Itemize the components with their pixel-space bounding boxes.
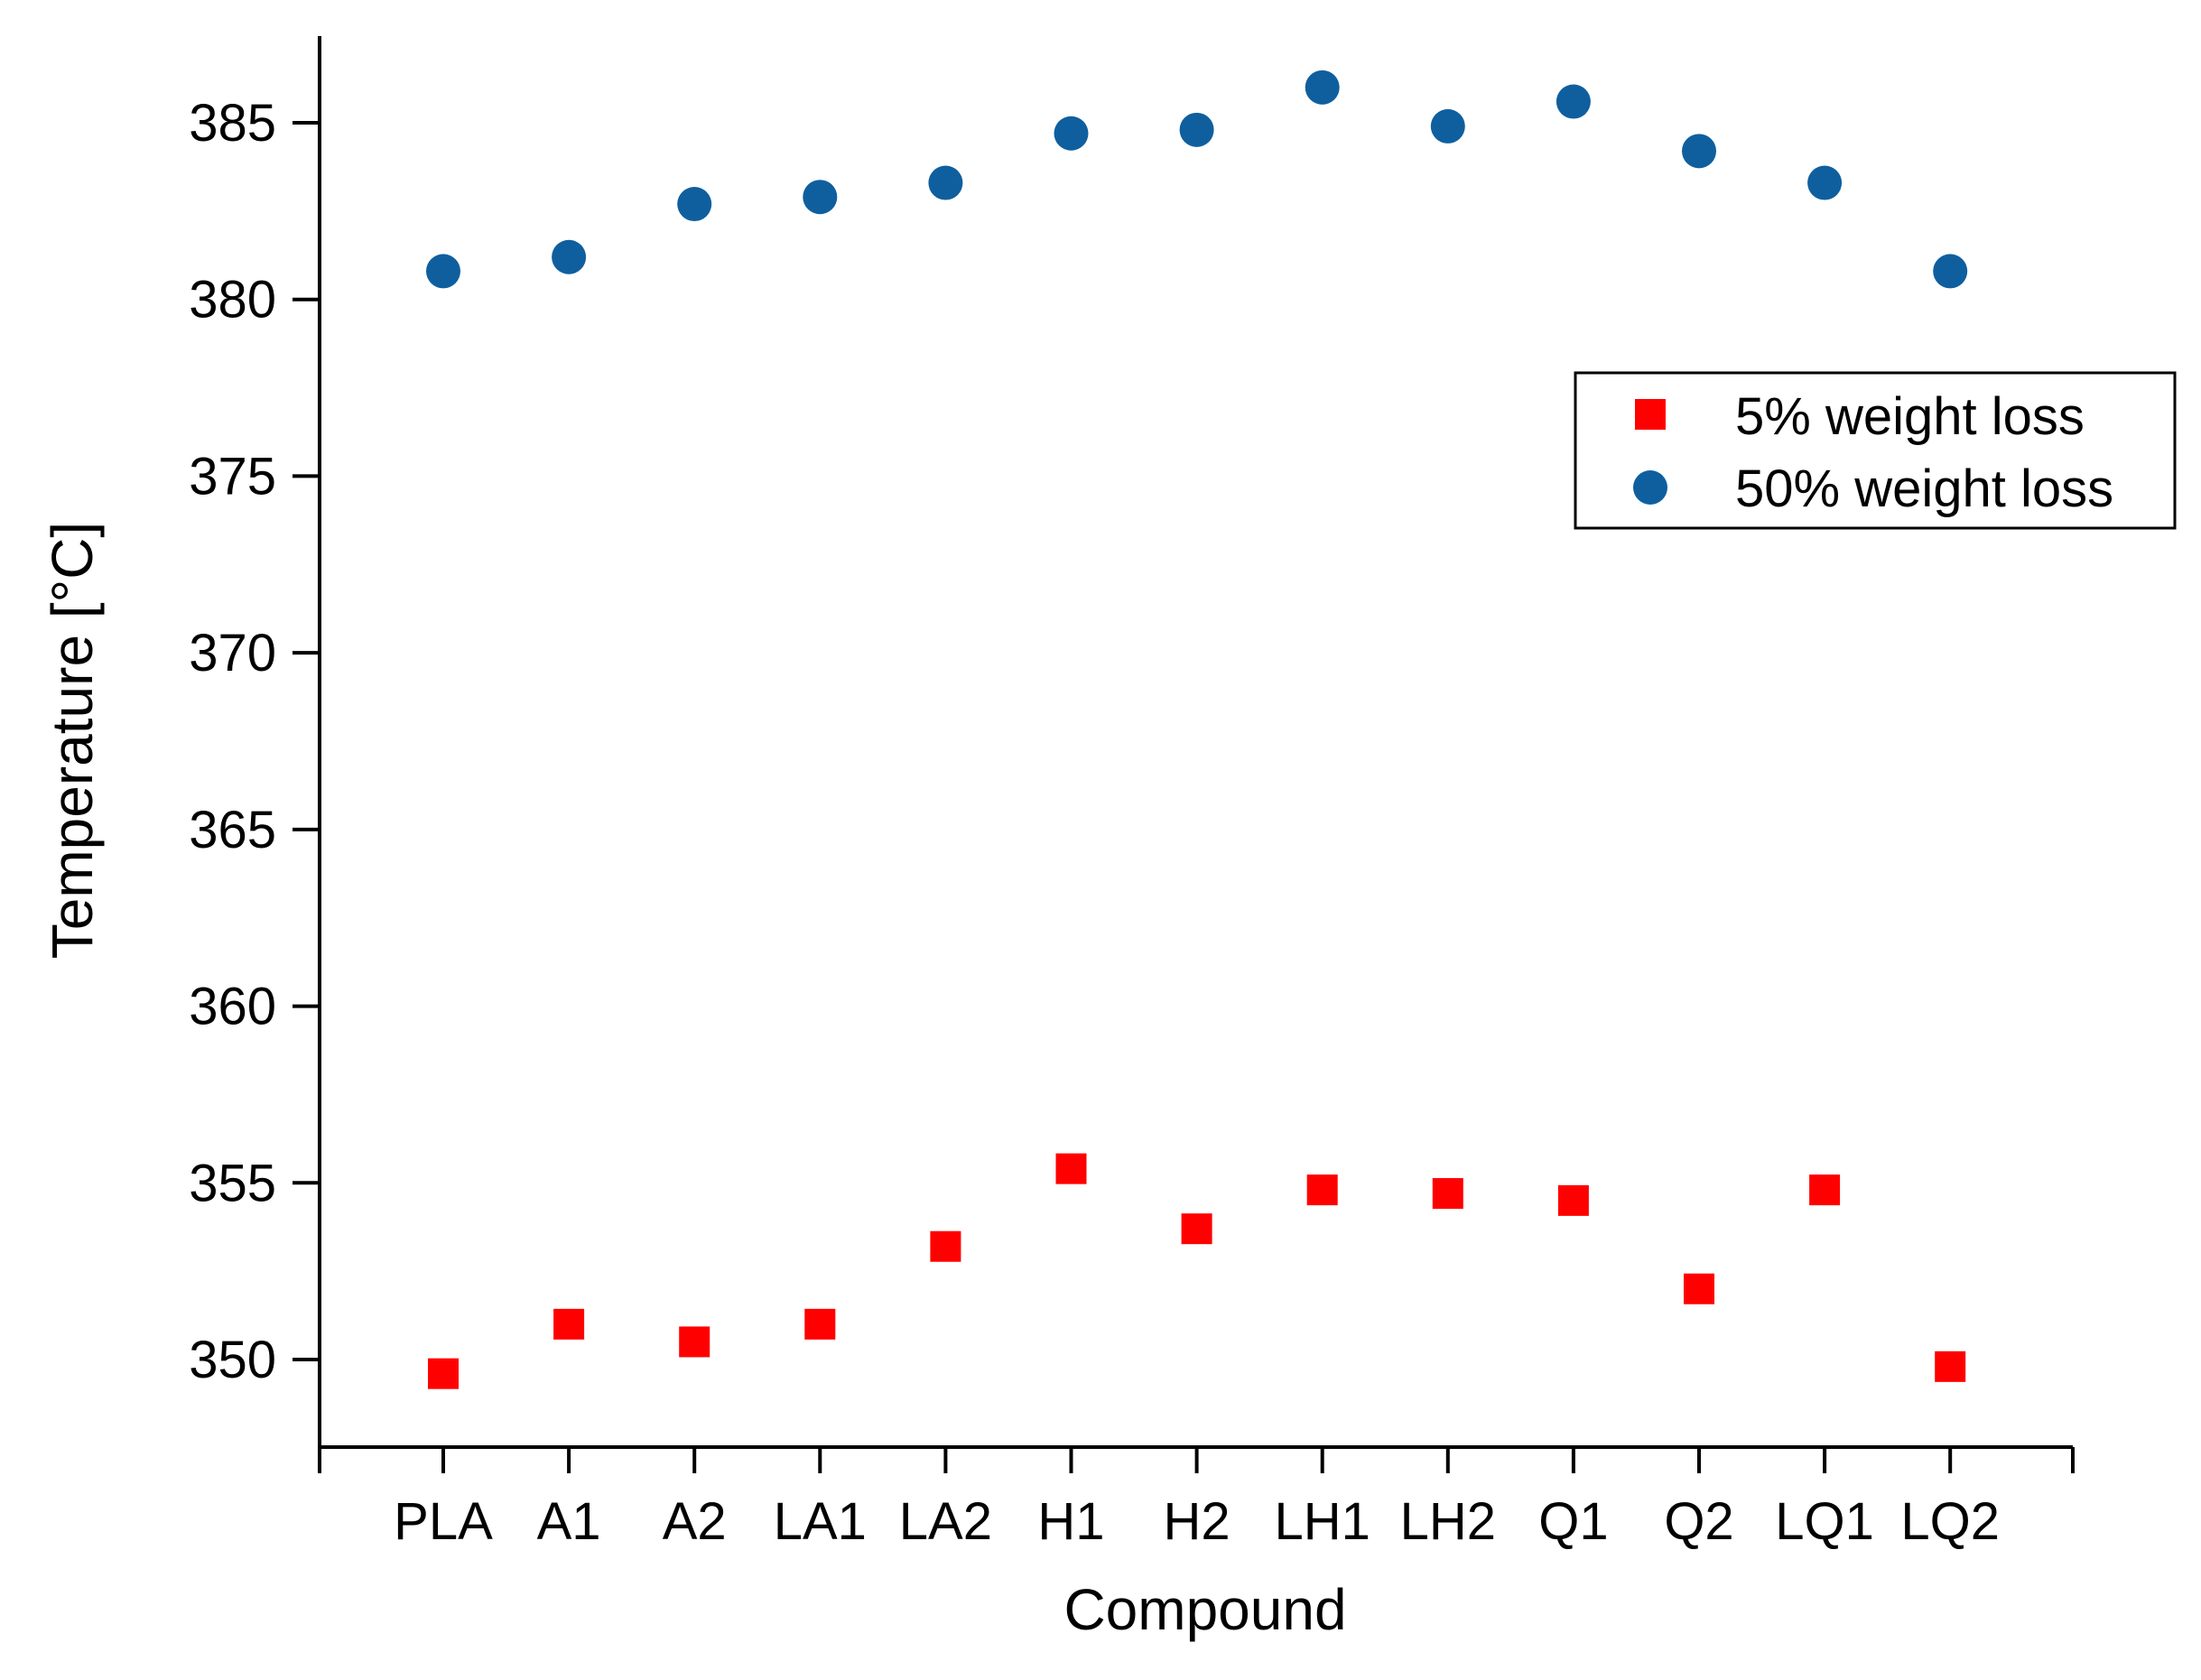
data-point-5pct bbox=[553, 1308, 585, 1340]
legend-label-50pct: 50% weight loss bbox=[1735, 459, 2113, 518]
x-tick-label: H1 bbox=[1037, 1492, 1104, 1551]
legend-marker-square bbox=[1635, 399, 1666, 430]
x-tick-label: LA2 bbox=[899, 1492, 992, 1551]
x-ticks: PLA A1 A2 LA1 LA2 H1 H2 LH1 LH2 Q1 Q2 LQ1 LQ2 bbox=[394, 1447, 2000, 1551]
x-tick-label: A1 bbox=[537, 1492, 601, 1551]
y-tick-label: 355 bbox=[189, 1154, 276, 1212]
x-axis-title: Compound bbox=[1063, 1577, 1346, 1642]
x-tick-label: LQ1 bbox=[1775, 1492, 1874, 1551]
data-point-50pct bbox=[928, 165, 963, 200]
data-point-50pct bbox=[803, 180, 838, 215]
data-point-50pct bbox=[1179, 112, 1214, 147]
x-tick-label: LA1 bbox=[774, 1492, 867, 1551]
data-point-5pct bbox=[1181, 1213, 1212, 1245]
data-point-50pct bbox=[1682, 134, 1716, 169]
data-point-50pct bbox=[552, 239, 587, 274]
y-tick-label: 370 bbox=[189, 624, 276, 682]
x-tick-label: LH2 bbox=[1400, 1492, 1496, 1551]
legend-marker-circle bbox=[1633, 470, 1667, 505]
x-tick-label: A2 bbox=[663, 1492, 727, 1551]
x-tick-label: Q1 bbox=[1538, 1492, 1608, 1551]
data-point-50pct bbox=[1305, 70, 1340, 105]
data-point-50pct bbox=[426, 254, 460, 289]
y-tick-label: 375 bbox=[189, 447, 276, 506]
data-point-50pct bbox=[1054, 116, 1089, 151]
y-axis-title: Temperature [°C] bbox=[40, 522, 105, 959]
data-point-5pct bbox=[1557, 1184, 1589, 1216]
data-point-5pct bbox=[1306, 1174, 1338, 1206]
x-tick-label: H2 bbox=[1164, 1492, 1231, 1551]
x-tick-label: LQ2 bbox=[1900, 1492, 2000, 1551]
x-tick-label: PLA bbox=[394, 1492, 493, 1551]
legend-label-5pct: 5% weight loss bbox=[1735, 387, 2085, 446]
data-point-50pct bbox=[1430, 108, 1465, 144]
data-point-50pct bbox=[1807, 165, 1843, 200]
legend: 5% weight loss 50% weight loss bbox=[1574, 371, 2177, 530]
x-tick-label: Q2 bbox=[1664, 1492, 1733, 1551]
data-point-50pct bbox=[1556, 84, 1591, 119]
legend-box bbox=[1574, 371, 2177, 530]
data-point-5pct bbox=[1809, 1174, 1841, 1206]
data-point-5pct bbox=[930, 1230, 961, 1262]
y-tick-label: 385 bbox=[189, 94, 276, 153]
data-point-5pct bbox=[428, 1358, 459, 1389]
y-tick-label: 350 bbox=[189, 1331, 276, 1389]
y-tick-label: 365 bbox=[189, 801, 276, 859]
data-point-5pct bbox=[804, 1308, 836, 1340]
data-point-5pct bbox=[1432, 1178, 1463, 1210]
data-point-50pct bbox=[677, 187, 712, 222]
data-point-5pct bbox=[1055, 1153, 1087, 1184]
y-ticks: 350 355 360 365 370 375 380 385 bbox=[189, 94, 320, 1389]
data-point-50pct bbox=[1933, 254, 1968, 289]
data-point-5pct bbox=[679, 1326, 710, 1358]
y-tick-label: 360 bbox=[189, 978, 276, 1036]
y-tick-label: 380 bbox=[189, 271, 276, 330]
data-point-5pct bbox=[1935, 1350, 1966, 1382]
series-layer bbox=[426, 70, 1968, 1389]
data-point-5pct bbox=[1684, 1273, 1714, 1304]
x-tick-label: LH1 bbox=[1274, 1492, 1370, 1551]
